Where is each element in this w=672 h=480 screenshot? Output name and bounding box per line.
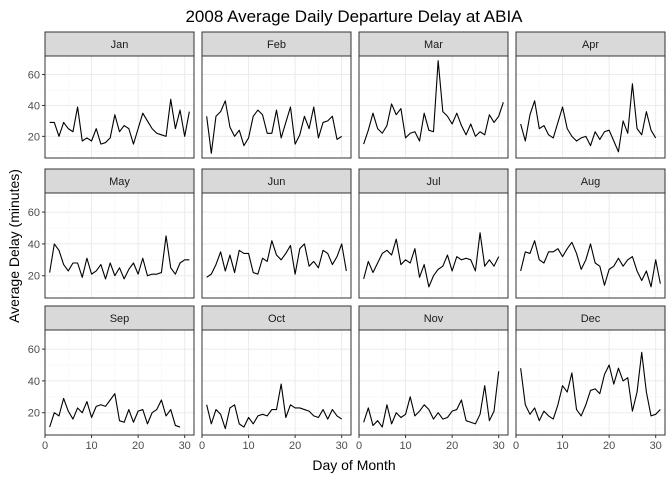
strip-label: Nov [424, 313, 444, 325]
y-tick-label: 60 [28, 344, 40, 356]
facet-nov: Nov 0 10 20 30 [356, 305, 509, 452]
strip-label: Jan [111, 39, 129, 51]
panel-background [202, 330, 351, 435]
strip-background [201, 305, 352, 331]
x-tick-label: 0 [42, 440, 48, 452]
panel-border [515, 192, 666, 299]
series-line-oct [206, 383, 343, 430]
y-tick-label: 40 [28, 100, 40, 112]
series-line-may [49, 235, 190, 280]
x-axis-title: Day of Month [312, 457, 395, 473]
series-line-dec [520, 351, 661, 422]
panel-border [515, 55, 666, 159]
panel-background [45, 56, 194, 158]
strip-label: Oct [268, 313, 285, 325]
y-tick-label: 20 [28, 408, 40, 420]
strip-background [201, 168, 352, 194]
facet-oct: Oct 0 10 20 30 [199, 305, 352, 452]
y-tick-label: 20 [28, 271, 40, 283]
panel-border [201, 192, 352, 299]
y-tick-label: 20 [28, 131, 40, 143]
x-tick-label: 30 [493, 440, 505, 452]
x-tick-label: 20 [132, 440, 144, 452]
panel-border [515, 329, 666, 436]
strip-background [44, 168, 195, 194]
series-line-jun [206, 240, 347, 278]
facet-jul: Jul [358, 168, 509, 299]
strip-label: Feb [267, 39, 286, 51]
panel-border [44, 329, 195, 436]
panel-background [202, 56, 351, 158]
strip-background [515, 31, 666, 57]
series-line-jan [49, 98, 190, 145]
strip-label: Mar [424, 39, 443, 51]
facet-aug: Aug [515, 168, 666, 299]
series-line-nov [363, 371, 500, 428]
x-tick-label: 10 [242, 440, 254, 452]
y-tick-label: 60 [28, 70, 40, 82]
panel-border [358, 192, 509, 299]
facet-mar: Mar [358, 31, 509, 159]
facet-panels: Jan 20 40 60 Feb Mar Apr May 20 40 60 Jun Jul Aug Sep 2… [28, 31, 666, 452]
x-tick-label: 20 [603, 440, 615, 452]
strip-background [515, 168, 666, 194]
y-tick-label: 60 [28, 207, 40, 219]
series-line-mar [363, 60, 504, 145]
panel-background [516, 56, 665, 158]
x-tick-label: 10 [399, 440, 411, 452]
strip-background [44, 305, 195, 331]
y-tick-label: 40 [28, 376, 40, 388]
strip-label: Sep [110, 313, 130, 325]
facet-may: May 20 40 60 [28, 168, 195, 299]
y-axis-title: Average Delay (minutes) [6, 169, 22, 323]
x-tick-label: 10 [556, 440, 568, 452]
strip-label: Jul [426, 176, 440, 188]
facet-apr: Apr [515, 31, 666, 159]
strip-label: May [109, 176, 130, 188]
series-line-feb [206, 100, 342, 154]
panel-border [44, 55, 195, 159]
x-tick-label: 30 [650, 440, 662, 452]
x-tick-label: 20 [289, 440, 301, 452]
x-tick-label: 0 [513, 440, 519, 452]
facet-jun: Jun [201, 168, 352, 299]
x-tick-label: 0 [199, 440, 205, 452]
x-tick-label: 20 [446, 440, 458, 452]
facet-jan: Jan 20 40 60 [28, 31, 195, 159]
series-line-apr [520, 83, 657, 153]
facet-feb: Feb [201, 31, 352, 159]
strip-label: Jun [268, 176, 286, 188]
strip-label: Dec [581, 313, 601, 325]
y-tick-label: 40 [28, 239, 40, 251]
panel-border [358, 55, 509, 159]
strip-label: Apr [582, 39, 599, 51]
panel-border [44, 192, 195, 299]
series-line-sep [49, 393, 181, 428]
x-tick-label: 0 [356, 440, 362, 452]
chart-title: 2008 Average Daily Departure Delay at AB… [185, 7, 523, 26]
panel-border [358, 329, 509, 436]
strip-background [201, 31, 352, 57]
panel-background [202, 193, 351, 298]
strip-background [358, 305, 509, 331]
strip-background [358, 168, 509, 194]
panel-background [359, 193, 508, 298]
panel-border [201, 55, 352, 159]
x-tick-label: 30 [336, 440, 348, 452]
series-line-jul [363, 232, 500, 288]
x-tick-label: 10 [85, 440, 97, 452]
x-tick-label: 30 [179, 440, 191, 452]
panel-background [45, 193, 194, 298]
facet-dec: Dec 0 10 20 30 [513, 305, 666, 452]
panel-border [201, 329, 352, 436]
series-line-aug [520, 240, 661, 288]
strip-background [44, 31, 195, 57]
facet-sep: Sep 20 40 60 0 10 20 30 [28, 305, 195, 452]
strip-label: Aug [581, 176, 601, 188]
panel-background [359, 56, 508, 158]
strip-background [358, 31, 509, 57]
